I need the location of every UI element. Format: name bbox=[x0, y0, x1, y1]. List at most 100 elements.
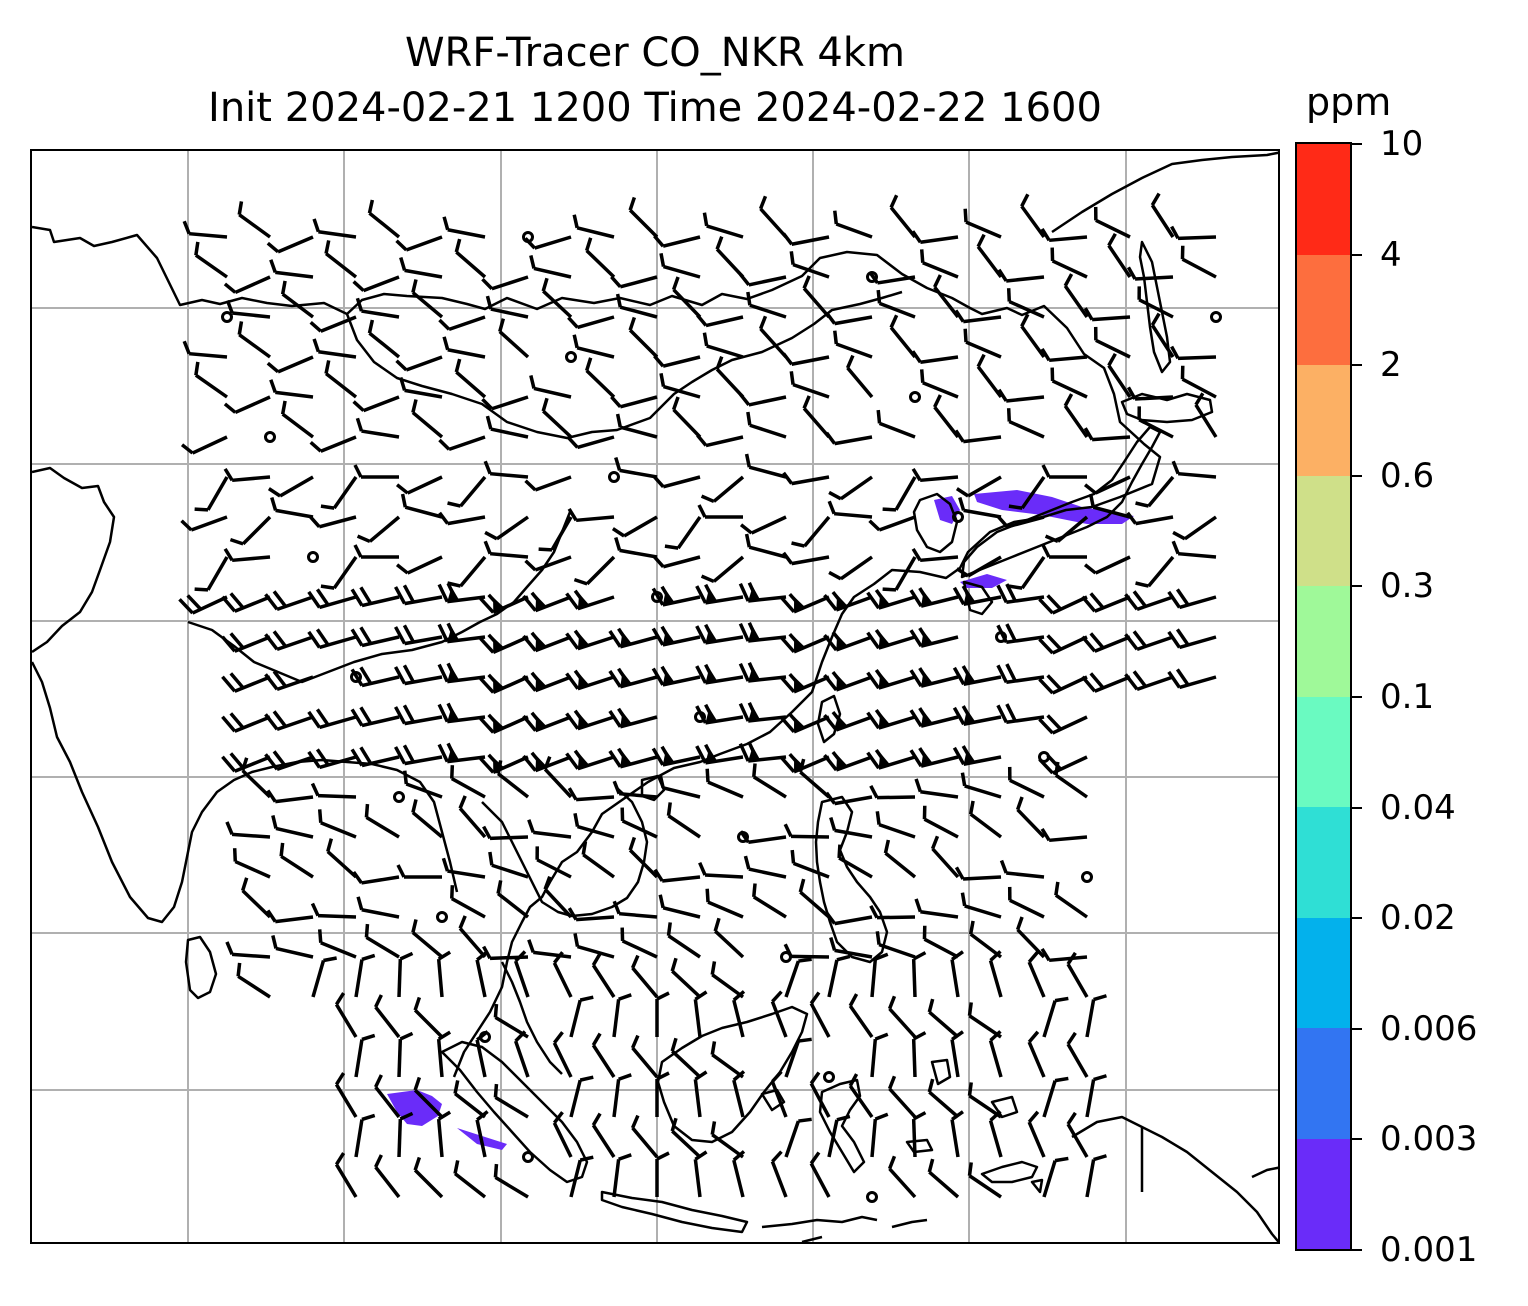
wind-barb bbox=[770, 990, 788, 1038]
wind-barb bbox=[809, 991, 831, 1038]
wind-barb bbox=[1137, 406, 1174, 439]
calm-circle bbox=[995, 631, 1007, 643]
wind-barb bbox=[823, 710, 873, 732]
wind-barb bbox=[825, 431, 873, 446]
coastline-kamchatka-coast bbox=[1051, 151, 1278, 234]
barb-flag bbox=[535, 595, 547, 611]
barb-flag bbox=[620, 631, 632, 647]
calm-circle bbox=[522, 1151, 534, 1163]
wind-barb bbox=[715, 356, 745, 399]
wind-barb bbox=[1038, 714, 1088, 735]
wind-barb bbox=[848, 993, 874, 1039]
wind-barb bbox=[522, 671, 572, 693]
colorbar-label: 0.04 bbox=[1380, 787, 1456, 828]
wind-barb bbox=[833, 210, 873, 239]
wind-barb bbox=[887, 1155, 917, 1199]
wind-barb bbox=[324, 240, 358, 279]
wind-barb bbox=[909, 667, 959, 688]
barb-flag bbox=[878, 672, 891, 689]
coastline-japan-kyushu bbox=[962, 580, 994, 616]
wind-barb bbox=[1027, 1110, 1046, 1158]
wind-barb bbox=[493, 1083, 529, 1119]
wind-barb bbox=[967, 1162, 1002, 1199]
wind-barb bbox=[870, 952, 889, 998]
wind-barb bbox=[615, 293, 658, 319]
wind-barb bbox=[438, 435, 486, 452]
colorbar-tick bbox=[1352, 474, 1362, 477]
barb-flag bbox=[577, 713, 590, 729]
barb-flag bbox=[794, 596, 806, 612]
wind-barb bbox=[1063, 393, 1089, 439]
wind-barb bbox=[999, 859, 1045, 879]
wind-barb bbox=[950, 1110, 964, 1158]
wind-barb bbox=[620, 807, 658, 839]
wind-barb bbox=[374, 1074, 401, 1119]
barb-flag bbox=[447, 667, 460, 682]
wind-barb bbox=[397, 951, 414, 998]
wind-barb bbox=[269, 259, 314, 279]
wind-barb bbox=[1170, 345, 1217, 361]
wind-barb bbox=[732, 1070, 746, 1118]
wind-barb bbox=[653, 234, 701, 248]
wind-barb bbox=[1150, 312, 1175, 358]
colorbar-tick bbox=[1352, 917, 1362, 920]
colorbar-label: 4 bbox=[1380, 234, 1402, 275]
colorbar-tick bbox=[1352, 1027, 1362, 1030]
colorbar-tick bbox=[1352, 1249, 1362, 1251]
wind-barb bbox=[1126, 511, 1174, 526]
wind-barb bbox=[653, 475, 701, 489]
wind-barb bbox=[411, 399, 444, 439]
wind-barb bbox=[911, 1031, 927, 1078]
wind-barb bbox=[930, 835, 960, 879]
wind-barb bbox=[695, 583, 744, 605]
coastline-taiwan bbox=[816, 694, 842, 744]
wind-barb bbox=[413, 996, 444, 1039]
wind-barb bbox=[479, 673, 529, 695]
wind-barb bbox=[1093, 326, 1131, 359]
wind-barb bbox=[266, 789, 314, 804]
wind-barb bbox=[911, 951, 927, 998]
wind-barb bbox=[488, 851, 529, 879]
coastline-sulu-islands bbox=[760, 1088, 934, 1154]
wind-barb bbox=[529, 254, 572, 279]
wind-barb bbox=[882, 476, 917, 512]
wind-barb bbox=[1172, 515, 1218, 541]
wind-barb bbox=[784, 1117, 812, 1158]
wind-barb bbox=[919, 369, 959, 399]
wind-barb bbox=[180, 435, 228, 455]
wind-barb bbox=[573, 813, 615, 839]
wind-barb bbox=[312, 218, 357, 239]
wind-barb bbox=[584, 237, 616, 279]
wind-barb bbox=[485, 415, 529, 439]
wind-barb bbox=[334, 1152, 358, 1198]
wind-barb bbox=[770, 1070, 788, 1118]
wind-barb bbox=[825, 911, 873, 926]
barb-flag bbox=[794, 716, 806, 732]
wind-barb bbox=[608, 707, 658, 729]
wind-barb bbox=[651, 625, 701, 647]
coastline-lesser-sunda bbox=[761, 1215, 928, 1242]
wind-barb bbox=[367, 199, 401, 239]
barb-flag bbox=[963, 589, 976, 605]
barb-flag bbox=[447, 587, 460, 602]
wind-barb bbox=[1135, 475, 1175, 508]
barb-flag bbox=[493, 597, 505, 613]
wind-barb bbox=[666, 922, 701, 959]
colorbar-label: 0.003 bbox=[1380, 1119, 1478, 1160]
wind-barb bbox=[866, 629, 916, 650]
barb-flag bbox=[794, 636, 806, 652]
wind-barb bbox=[919, 249, 959, 279]
wind-barb bbox=[1107, 232, 1132, 278]
wind-barb bbox=[782, 551, 830, 566]
wind-barb bbox=[696, 314, 744, 328]
wind-barb bbox=[927, 998, 960, 1039]
wind-barb bbox=[1015, 916, 1046, 959]
wind-barb bbox=[524, 475, 572, 492]
calm-circle bbox=[307, 551, 319, 563]
wind-barb bbox=[225, 941, 271, 959]
wind-barb bbox=[266, 909, 314, 924]
wind-barb bbox=[350, 746, 400, 768]
coastline-borneo bbox=[656, 1005, 809, 1144]
colorbar-segment bbox=[1297, 585, 1350, 697]
wind-barb bbox=[790, 849, 830, 879]
